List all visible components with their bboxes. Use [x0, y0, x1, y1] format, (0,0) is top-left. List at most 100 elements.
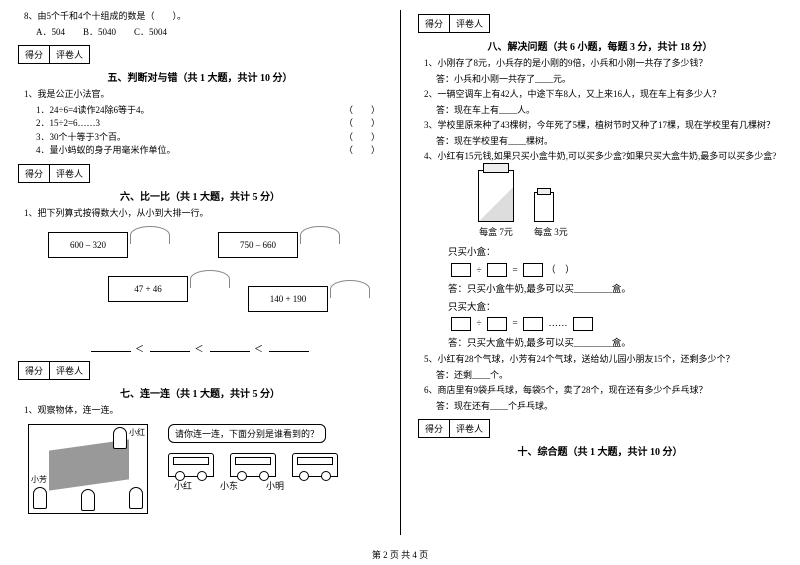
- r-q5: 5、小红有28个气球，小芳有24个气球，送给幼儿园小朋友15个，还剩多少个？: [424, 353, 782, 367]
- bird-wing-icon: [330, 280, 370, 298]
- box: [523, 317, 543, 331]
- bird-wing-icon: [300, 226, 340, 244]
- eq-sign: =: [512, 266, 517, 276]
- eq-big: ÷ = ……: [448, 317, 782, 331]
- grader-label: 评卷人: [450, 420, 489, 437]
- r-a1: 答：小兵和小刚一共存了____元。: [436, 73, 782, 87]
- judge-3: 3．30个十等于3个百。 （ ）: [36, 131, 382, 145]
- r-q2: 2、一辆空调车上有42人，中途下车8人，又上来16人，现在车上有多少人？: [424, 88, 782, 102]
- expr-4: 140 + 190: [248, 286, 328, 312]
- page-footer: 第 2 页 共 4 页: [0, 548, 800, 561]
- score-box-6: 得分 评卷人: [18, 164, 90, 183]
- van-icon: [292, 453, 338, 477]
- grader-label: 评卷人: [50, 165, 89, 182]
- judge-4: 4．量小蚂蚁的身子用毫米作单位。（ ）: [36, 144, 382, 158]
- blank: [150, 342, 190, 352]
- section-6-title: 六、比一比（共 1 大题，共计 5 分）: [18, 188, 382, 203]
- van-icon: [230, 453, 276, 477]
- kid-icon: [129, 487, 143, 509]
- score-label: 得分: [19, 165, 50, 182]
- box: [487, 317, 507, 331]
- box: [451, 263, 471, 277]
- r-a5: 答：还剩____个。: [436, 369, 782, 383]
- j3-text: 3．30个十等于3个百。: [36, 132, 126, 142]
- bird-wing-icon: [130, 226, 170, 244]
- milk-illustration: 每盒 7元 每盒 3元: [478, 170, 782, 238]
- bird-wing-icon: [190, 270, 230, 288]
- ans-small: 答：只买小盒牛奶,最多可以买________盒。: [448, 281, 782, 295]
- j1-text: 1．24÷6=4读作24除6等于4。: [36, 105, 150, 115]
- j2-text: 2．15÷2=6……3: [36, 118, 100, 128]
- div-sign: ÷: [476, 266, 481, 276]
- only-small-label: 只买小盒：: [448, 244, 782, 258]
- bird-expressions: 600 – 320 750 – 660 47 + 46 140 + 190: [18, 226, 382, 336]
- price-big: 每盒 7元: [478, 225, 514, 238]
- hint-bubble: 请你连一连，下面分别是谁看到的？: [168, 424, 326, 443]
- vans-area: 请你连一连，下面分别是谁看到的？ 小红 小东 小明: [168, 424, 382, 514]
- lt: ＜: [135, 344, 146, 354]
- j4-text: 4．量小蚂蚁的身子用毫米作单位。: [36, 145, 176, 155]
- section-10-title: 十、综合题（共 1 大题，共计 10 分）: [418, 443, 782, 458]
- score-box-8: 得分 评卷人: [418, 14, 490, 33]
- section-5-title: 五、判断对与错（共 1 大题，共计 10 分）: [18, 69, 382, 84]
- milk-big-icon: [478, 170, 514, 222]
- van-icon: [168, 453, 214, 477]
- only-big-label: 只买大盒：: [448, 299, 782, 313]
- r-q3: 3、学校里原来种了43棵树，今年死了5棵，植树节时又种了17棵，现在学校里有几棵…: [424, 119, 782, 133]
- kid-names: 小红 小东 小明: [174, 479, 382, 492]
- section-7-title: 七、连一连（共 1 大题，共计 5 分）: [18, 385, 382, 400]
- grader-label: 评卷人: [450, 15, 489, 32]
- box: [523, 263, 543, 277]
- score-label: 得分: [19, 362, 50, 379]
- link-scene: 小芳 小红 请你连一连，下面分别是谁看到的？ 小红 小东 小明: [28, 424, 382, 514]
- box: [487, 263, 507, 277]
- name-3: 小明: [266, 479, 284, 492]
- r-q1: 1、小刚存了8元，小兵存的是小刚的9倍，小兵和小刚一共存了多少钱？: [424, 57, 782, 71]
- expr-2: 750 – 660: [218, 232, 298, 258]
- r-a2: 答：现在车上有____人。: [436, 104, 782, 118]
- judge-2: 2．15÷2=6……3（ ）: [36, 117, 382, 131]
- price-small: 每盒 3元: [534, 225, 568, 238]
- dots: ……: [548, 320, 567, 330]
- expr-3: 47 + 46: [108, 276, 188, 302]
- milk-big-wrap: 每盒 7元: [478, 170, 514, 238]
- name-2: 小东: [220, 479, 238, 492]
- name-1: 小红: [174, 479, 192, 492]
- score-box-5: 得分 评卷人: [18, 45, 90, 64]
- link-intro: 1、观察物体，连一连。: [24, 404, 382, 418]
- kid-icon: [113, 427, 127, 449]
- q8-options: A．504 B．5040 C．5004: [36, 26, 382, 40]
- compare-intro: 1、把下列算式按得数大小，从小到大排一行。: [24, 207, 382, 221]
- div-sign: ÷: [476, 320, 481, 330]
- kid-label: 小芳: [31, 474, 47, 485]
- r-q4: 4、小红有15元钱,如果只买小盒牛奶,可以买多少盒?如果只买大盒牛奶,最多可以买…: [424, 150, 782, 164]
- paren: （ ）: [342, 131, 382, 145]
- score-label: 得分: [419, 15, 450, 32]
- box: [573, 317, 593, 331]
- blank: [210, 342, 250, 352]
- q8: 8、由5个千和4个十组成的数是（ ）。: [24, 10, 382, 24]
- kid-label: 小红: [129, 427, 145, 438]
- left-column: 8、由5个千和4个十组成的数是（ ）。 A．504 B．5040 C．5004 …: [0, 0, 400, 565]
- lt: ＜: [254, 344, 265, 354]
- r-a6: 答：现在还有____个乒乓球。: [436, 400, 782, 414]
- section-8-title: 八、解决问题（共 6 小题，每题 3 分，共计 18 分）: [418, 38, 782, 53]
- box: [451, 317, 471, 331]
- score-box-7: 得分 评卷人: [18, 361, 90, 380]
- vans-row: [168, 453, 382, 477]
- judge-1: 1．24÷6=4读作24除6等于4。 （ ）: [36, 104, 382, 118]
- grader-label: 评卷人: [50, 46, 89, 63]
- blank: [91, 342, 131, 352]
- kid-icon: [81, 489, 95, 511]
- milk-small-wrap: 每盒 3元: [534, 192, 568, 238]
- score-label: 得分: [419, 420, 450, 437]
- paren: （ ）: [342, 104, 382, 118]
- observe-box: 小芳 小红: [28, 424, 148, 514]
- eq-sign: =: [512, 320, 517, 330]
- expr-1: 600 – 320: [48, 232, 128, 258]
- grader-label: 评卷人: [50, 362, 89, 379]
- score-box-10: 得分 评卷人: [418, 419, 490, 438]
- order-blanks: ＜ ＜ ＜: [18, 342, 382, 355]
- score-label: 得分: [19, 46, 50, 63]
- r-q6: 6、商店里有9袋乒乓球，每袋5个，卖了28个，现在还有多少个乒乓球？: [424, 384, 782, 398]
